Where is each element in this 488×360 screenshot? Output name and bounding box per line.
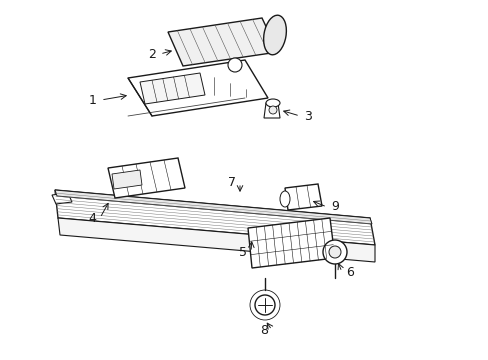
- Polygon shape: [58, 218, 374, 262]
- Polygon shape: [55, 190, 374, 245]
- Text: 2: 2: [148, 48, 156, 60]
- Polygon shape: [55, 190, 371, 224]
- Ellipse shape: [280, 191, 289, 207]
- Polygon shape: [140, 73, 204, 104]
- Text: 6: 6: [346, 266, 353, 279]
- Ellipse shape: [263, 15, 286, 55]
- Polygon shape: [168, 18, 278, 66]
- Text: 9: 9: [330, 201, 338, 213]
- Polygon shape: [112, 170, 142, 189]
- Text: 3: 3: [304, 109, 311, 122]
- Circle shape: [268, 106, 276, 114]
- Circle shape: [254, 295, 274, 315]
- Ellipse shape: [265, 99, 280, 107]
- Polygon shape: [108, 158, 184, 198]
- Text: 4: 4: [88, 211, 96, 225]
- Text: 8: 8: [260, 324, 267, 337]
- Text: 5: 5: [239, 246, 246, 258]
- Polygon shape: [264, 103, 280, 118]
- Polygon shape: [247, 218, 334, 268]
- Polygon shape: [128, 60, 267, 116]
- Polygon shape: [52, 193, 72, 204]
- Ellipse shape: [227, 58, 242, 72]
- Circle shape: [323, 240, 346, 264]
- Text: 7: 7: [227, 176, 236, 189]
- Text: 1: 1: [89, 94, 97, 107]
- Polygon shape: [285, 184, 321, 210]
- Circle shape: [328, 246, 340, 258]
